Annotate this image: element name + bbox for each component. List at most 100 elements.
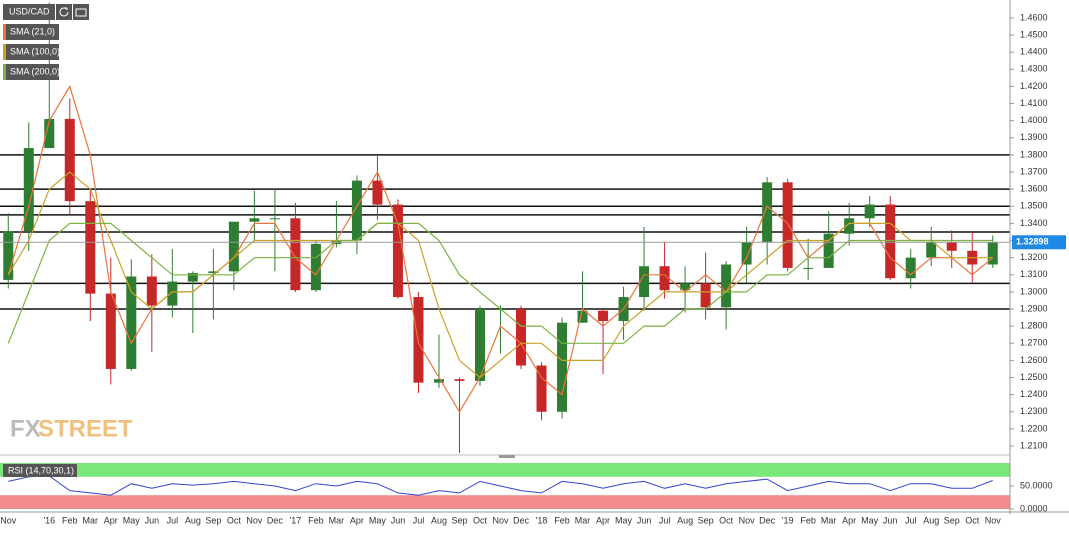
- overbought-zone: [0, 463, 1010, 477]
- x-tick-label: Nov: [492, 515, 509, 525]
- y-tick-label: 1.3900: [1020, 132, 1048, 142]
- candle-body: [803, 267, 814, 269]
- x-tick-label: May: [123, 515, 141, 525]
- y-tick-label: 1.3800: [1020, 149, 1048, 159]
- x-tick-label: Apr: [596, 515, 610, 525]
- x-tick-label: Jul: [905, 515, 917, 525]
- legend-label: SMA (100,0): [10, 46, 60, 56]
- y-tick-label: 1.4400: [1020, 47, 1048, 57]
- candle-body: [700, 283, 711, 308]
- candle-body: [741, 242, 752, 265]
- y-tick-label: 1.3000: [1020, 286, 1048, 296]
- y-tick-label: 1.4600: [1020, 12, 1048, 22]
- y-tick-label: 1.3700: [1020, 166, 1048, 176]
- candle-body: [85, 201, 96, 294]
- snapshot-button[interactable]: [73, 4, 89, 20]
- oversold-zone: [0, 495, 1010, 509]
- x-tick-label: Oct: [965, 515, 980, 525]
- x-tick-label: Jun: [391, 515, 406, 525]
- legend-label: SMA (200,0): [10, 66, 60, 76]
- refresh-button[interactable]: [56, 4, 72, 20]
- y-tick-label: 1.2800: [1020, 321, 1048, 331]
- y-tick-label: 1.2200: [1020, 423, 1048, 433]
- y-tick-label: 1.3100: [1020, 269, 1048, 279]
- candle-body: [864, 204, 875, 219]
- x-tick-label: Dec: [513, 515, 530, 525]
- y-tick-label: 1.2600: [1020, 355, 1048, 365]
- legend-box: [3, 64, 59, 80]
- x-tick-label: Feb: [800, 515, 816, 525]
- candle-body: [372, 180, 383, 205]
- x-tick-label: Feb: [554, 515, 570, 525]
- x-tick-label: Apr: [350, 515, 364, 525]
- x-tick-label: Feb: [308, 515, 324, 525]
- y-tick-label: 1.4300: [1020, 64, 1048, 74]
- x-tick-label: Oct: [473, 515, 488, 525]
- candle-body: [228, 221, 239, 272]
- candle-body: [598, 310, 609, 322]
- legend-box: [3, 24, 59, 40]
- sma-line: [7, 171, 993, 379]
- candle-body: [187, 273, 198, 282]
- x-tick-label: Jul: [167, 515, 179, 525]
- legend-label: SMA (21,0): [10, 26, 55, 36]
- last-price-label: 1.32898: [1016, 237, 1049, 247]
- x-tick-label: Jun: [883, 515, 898, 525]
- x-tick-label: Mar: [83, 515, 99, 525]
- symbol-box[interactable]: [3, 4, 55, 20]
- x-tick-label: Aug: [923, 515, 939, 525]
- resize-handle[interactable]: [499, 455, 515, 458]
- candle-body: [987, 242, 998, 265]
- rsi-line: [8, 475, 993, 496]
- sma-line: [7, 222, 993, 344]
- last-price-box: [1012, 235, 1066, 250]
- y-tick-label: 1.2900: [1020, 303, 1048, 313]
- x-tick-label: Nov: [985, 515, 1002, 525]
- x-tick-label: Mar: [821, 515, 837, 525]
- x-tick-label: Jun: [145, 515, 160, 525]
- candle-body: [290, 218, 301, 291]
- candle-body: [639, 266, 650, 298]
- x-tick-label: Jul: [659, 515, 671, 525]
- candle-body: [44, 118, 55, 149]
- x-tick-label: Mar: [329, 515, 345, 525]
- x-tick-label: Nov: [0, 515, 17, 525]
- x-tick-label: May: [861, 515, 879, 525]
- y-tick-label: 1.2100: [1020, 440, 1048, 450]
- candle-body: [762, 182, 773, 243]
- candle-body: [433, 379, 444, 383]
- x-tick-label: Dec: [267, 515, 284, 525]
- candle-body: [310, 243, 321, 291]
- plot-area: [0, 2, 1010, 509]
- x-tick-label: May: [615, 515, 633, 525]
- y-tick-label: 1.3200: [1020, 252, 1048, 262]
- candle-body: [905, 257, 916, 279]
- x-tick-label: Mar: [575, 515, 591, 525]
- legend-swatch: [3, 44, 6, 60]
- x-tick-label: Jun: [637, 515, 652, 525]
- candle-body: [269, 218, 280, 220]
- candle-body: [249, 218, 260, 222]
- y-tick-label: 1.2300: [1020, 406, 1048, 416]
- y-tick-label: 1.3600: [1020, 184, 1048, 194]
- x-tick-label: Dec: [759, 515, 776, 525]
- y-tick-label: 1.2400: [1020, 389, 1048, 399]
- y-tick-label: 1.2700: [1020, 338, 1048, 348]
- x-tick-label: Sep: [698, 515, 714, 525]
- y-tick-label: 1.4000: [1020, 115, 1048, 125]
- x-tick-label: '18: [536, 515, 548, 525]
- rsi-label: RSI (14,70,30,1): [8, 465, 74, 475]
- x-tick-label: Oct: [227, 515, 242, 525]
- y-tick-label: 1.3400: [1020, 218, 1048, 228]
- y-tick-label: 1.4200: [1020, 81, 1048, 91]
- candle-body: [167, 281, 178, 306]
- x-tick-label: Nov: [739, 515, 756, 525]
- candle-body: [577, 310, 588, 323]
- candle-body: [392, 204, 403, 298]
- candle-body: [3, 231, 14, 280]
- x-tick-label: Aug: [677, 515, 693, 525]
- y-tick-label: 0.0000: [1020, 503, 1048, 513]
- symbol-label: USD/CAD: [9, 6, 50, 16]
- candle-body: [351, 180, 362, 241]
- rsi-label-box: [3, 464, 77, 477]
